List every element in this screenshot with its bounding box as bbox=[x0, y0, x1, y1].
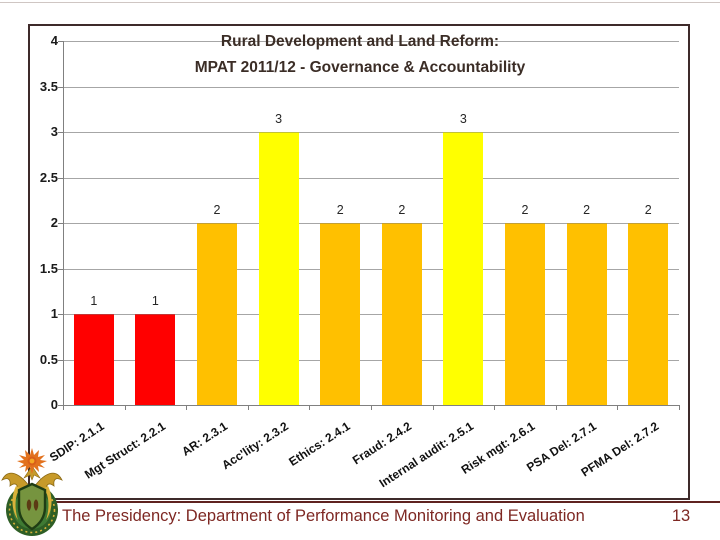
y-axis-tick-label: 2.5 bbox=[39, 169, 58, 185]
y-axis-tick bbox=[58, 41, 63, 42]
gridline bbox=[63, 41, 679, 42]
y-axis-tick bbox=[58, 314, 63, 315]
x-axis-tick bbox=[555, 405, 557, 410]
y-axis-tick-label: 4 bbox=[50, 33, 58, 48]
x-axis-tick bbox=[617, 405, 619, 410]
bar-value-label: 2 bbox=[521, 203, 529, 217]
gridline bbox=[63, 359, 679, 361]
x-axis-tick bbox=[371, 405, 372, 410]
bar-value-label: 1 bbox=[90, 294, 98, 308]
bar bbox=[443, 132, 484, 405]
y-axis-tick-label: 2 bbox=[50, 215, 58, 230]
logo-sun bbox=[17, 448, 47, 474]
bar bbox=[258, 132, 299, 405]
y-axis-tick bbox=[58, 359, 63, 361]
logo-shield-figure-right bbox=[33, 499, 39, 511]
x-axis-tick bbox=[247, 405, 249, 410]
logo-left-tusk bbox=[12, 486, 20, 520]
bar-value-label: 3 bbox=[275, 112, 283, 126]
x-axis-tick bbox=[63, 405, 64, 410]
bar-value-label: 2 bbox=[213, 203, 221, 217]
south-africa-coat-of-arms-logo bbox=[1, 448, 63, 536]
bar-value-label: 2 bbox=[398, 203, 406, 217]
y-axis-tick bbox=[58, 177, 63, 179]
top-edge-line bbox=[0, 2, 720, 3]
x-axis-tick bbox=[309, 405, 311, 410]
y-axis-tick bbox=[58, 86, 63, 88]
x-axis-tick bbox=[679, 405, 680, 410]
bar bbox=[381, 223, 422, 405]
footer-divider bbox=[30, 501, 720, 503]
logo-shield-figure-left bbox=[26, 499, 32, 511]
logo-shield bbox=[17, 482, 47, 531]
bar bbox=[320, 223, 361, 405]
bar-value-label: 3 bbox=[459, 112, 467, 126]
gridline bbox=[63, 177, 679, 179]
chart-title-line1: Rural Development and Land Reform: bbox=[220, 33, 500, 50]
y-axis-tick-label: 0.5 bbox=[39, 351, 58, 367]
gridline bbox=[63, 132, 679, 133]
logo-right-tusk bbox=[44, 486, 52, 520]
y-axis-tick-label: 3 bbox=[50, 124, 58, 139]
bar bbox=[566, 223, 607, 405]
y-axis-tick bbox=[58, 223, 63, 224]
x-axis-tick bbox=[432, 405, 434, 410]
y-axis-tick bbox=[58, 268, 63, 270]
bar-value-label: 2 bbox=[644, 203, 652, 217]
y-axis-tick-label: 0 bbox=[50, 397, 58, 412]
gridline bbox=[63, 314, 679, 315]
bar bbox=[73, 314, 114, 405]
x-axis-label: AR: 2.3.1 bbox=[178, 419, 230, 459]
chart-title: Rural Development and Land Reform: MPAT … bbox=[80, 29, 640, 81]
y-axis-tick bbox=[58, 405, 63, 406]
x-axis-label: Acc'lity: 2.3.2 bbox=[219, 419, 292, 473]
bar-value-label: 2 bbox=[583, 203, 591, 217]
y-axis-tick bbox=[58, 132, 63, 133]
page-number: 13 bbox=[671, 507, 691, 525]
y-axis-tick-label: 1 bbox=[50, 306, 58, 321]
bar bbox=[505, 223, 545, 405]
bar-value-label: 2 bbox=[336, 203, 344, 217]
bar-value-label: 1 bbox=[151, 294, 159, 308]
gridline bbox=[63, 86, 679, 88]
chart-title-line2: MPAT 2011/12 - Governance & Accountabili… bbox=[194, 59, 526, 76]
bar bbox=[197, 223, 237, 405]
y-axis-line bbox=[63, 41, 64, 409]
y-axis-tick-label: 3.5 bbox=[39, 78, 58, 94]
x-axis-tick bbox=[494, 405, 496, 410]
x-axis-tick bbox=[124, 405, 126, 410]
gridline bbox=[63, 268, 679, 270]
y-axis-tick-label: 1.5 bbox=[39, 260, 58, 276]
bar bbox=[628, 223, 669, 405]
x-axis-tick bbox=[186, 405, 188, 410]
x-axis-label: Ethics: 2.4.1 bbox=[286, 419, 353, 469]
bar bbox=[135, 314, 176, 405]
gridline bbox=[63, 223, 679, 224]
footer-text: The Presidency: Department of Performanc… bbox=[62, 507, 585, 525]
